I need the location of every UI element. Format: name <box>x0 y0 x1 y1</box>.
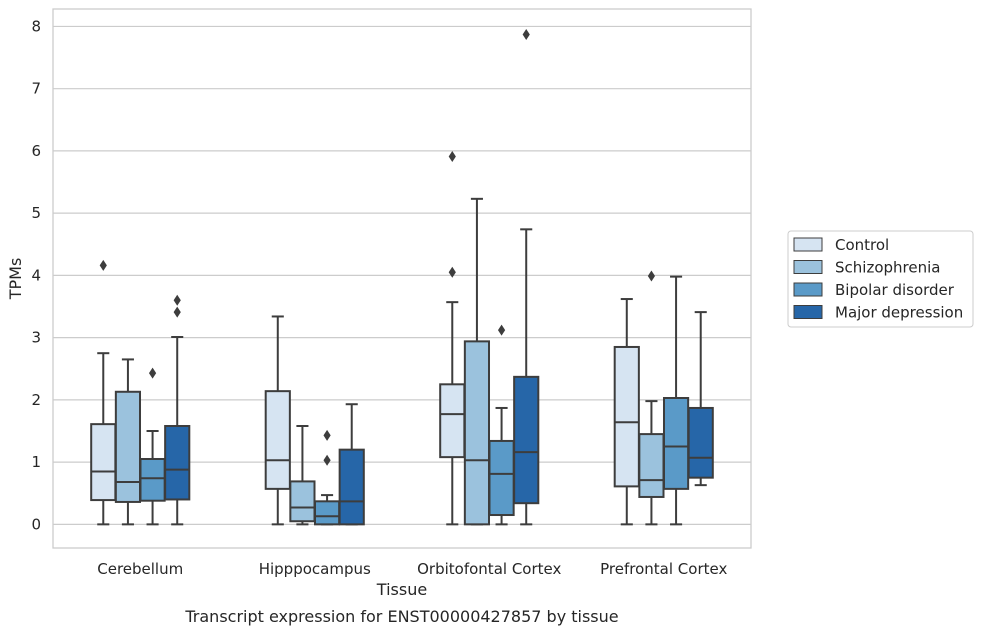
outlier-point <box>173 294 181 306</box>
box-plot <box>488 324 515 526</box>
x-tick-label: Orbitofontal Cortex <box>417 560 561 578</box>
legend-item: Control <box>793 236 889 254</box>
plot-area-frame <box>52 8 752 549</box>
x-tick-labels: Cerebellum Hipppocampus Orbitofontal Corte… <box>97 560 727 578</box>
iqr-box <box>638 433 665 498</box>
iqr-box <box>114 390 142 503</box>
y-tick-labels: 0 1 2 3 4 5 6 7 8 <box>31 17 41 533</box>
outlier-point <box>323 429 331 441</box>
y-axis-title: TPMs <box>6 258 25 301</box>
outlier-point <box>148 367 157 379</box>
y-tick-label: 5 <box>31 204 41 222</box>
box-plot <box>264 315 291 526</box>
box-plot <box>662 275 690 526</box>
x-tick-label: Prefrontal Cortex <box>600 560 727 578</box>
y-tick-label: 6 <box>31 142 41 160</box>
iqr-box <box>513 375 540 505</box>
outlier-point <box>522 29 530 41</box>
legend-item: Major depression <box>793 304 963 322</box>
iqr-box <box>338 448 365 526</box>
outlier-point <box>647 270 656 282</box>
iqr-box <box>90 423 117 502</box>
x-tick-label: Hipppocampus <box>259 560 371 578</box>
y-tick-label: 4 <box>31 266 41 284</box>
outlier-point <box>99 259 107 271</box>
box-plot <box>164 294 191 526</box>
y-tick-label: 0 <box>31 515 41 533</box>
iqr-box <box>463 340 491 526</box>
iqr-box <box>488 439 515 517</box>
box-plot <box>313 429 341 526</box>
box-plot <box>687 311 714 487</box>
legend-label: Control <box>835 236 889 254</box>
boxes <box>90 29 714 526</box>
iqr-box <box>164 425 191 501</box>
box-plot <box>289 425 316 526</box>
outlier-point <box>323 454 331 466</box>
legend-label: Major depression <box>835 304 963 322</box>
iqr-box <box>613 345 640 488</box>
iqr-box <box>264 390 291 490</box>
x-axis-title: Tissue <box>376 580 427 599</box>
box-plot <box>90 259 117 526</box>
iqr-box <box>662 397 690 490</box>
legend-label: Schizophrenia <box>835 259 940 277</box>
y-tick-label: 3 <box>31 329 41 347</box>
legend-item: Schizophrenia <box>793 259 940 277</box>
box-plot <box>439 151 466 526</box>
iqr-box <box>439 383 466 459</box>
y-tick-label: 7 <box>31 80 41 98</box>
outlier-point <box>173 306 181 318</box>
legend-swatch <box>793 237 823 252</box>
legend-swatch <box>793 305 823 319</box>
outlier-point <box>497 324 506 336</box>
y-tick-label: 1 <box>31 453 41 471</box>
legend-swatch <box>793 282 823 297</box>
box-plot <box>114 358 142 526</box>
x-tick-label: Cerebellum <box>97 560 183 578</box>
outlier-point <box>448 151 456 163</box>
iqr-box <box>313 500 341 526</box>
box-plot <box>463 197 491 526</box>
box-plot <box>638 270 665 526</box>
iqr-box <box>289 480 316 523</box>
y-tick-label: 8 <box>31 17 41 35</box>
legend: Control Schizophrenia Bipolar disorder Majo… <box>787 230 974 328</box>
box-plot <box>139 367 166 526</box>
legend-item: Bipolar disorder <box>793 281 955 299</box>
legend-frame <box>787 230 974 328</box>
box-plot <box>338 403 365 526</box>
iqr-box <box>139 457 166 502</box>
chart-caption: Transcript expression for ENST0000042785… <box>184 607 618 626</box>
outlier-point <box>448 266 456 278</box>
y-tick-label: 2 <box>31 391 41 409</box>
legend-swatch <box>793 260 823 274</box>
box-plot <box>513 29 540 526</box>
box-plot <box>613 298 640 526</box>
legend-label: Bipolar disorder <box>835 281 955 299</box>
iqr-box <box>687 406 714 479</box>
